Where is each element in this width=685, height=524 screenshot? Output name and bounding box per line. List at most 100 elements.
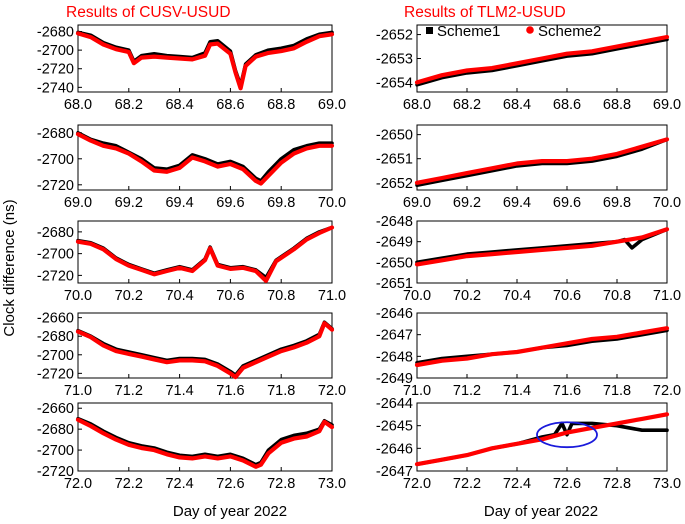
x-tick-label: 70.0 <box>653 195 681 211</box>
y-tick-label: -2648 <box>376 214 413 230</box>
series-line-scheme2 <box>75 321 335 380</box>
y-tick-label: -2650 <box>376 255 413 271</box>
y-tick-label: -2720 <box>37 464 74 480</box>
title-cusv: Results of CUSV-USUD <box>66 4 231 21</box>
x-tick-label: 72.2 <box>453 476 481 492</box>
y-tick-label: -2680 <box>37 329 74 345</box>
panel-2: 68.0 68.2 68.4 68.6 68.8 69.0 -2652 -2653 -2654 <box>376 24 681 113</box>
x-tick-label: 72.6 <box>216 476 244 492</box>
x-tick-label: 68.2 <box>453 97 481 113</box>
x-tick-label: 68.8 <box>603 97 631 113</box>
series-line-scheme1 <box>76 131 334 183</box>
x-tick-label: 73.0 <box>318 476 346 492</box>
panel-frame <box>416 220 668 284</box>
legend-marker-scheme2 <box>526 26 534 34</box>
series-line-scheme1 <box>415 137 669 187</box>
y-tick-label: -2680 <box>37 422 74 438</box>
panel-4: 69.0 69.2 69.4 69.6 69.8 70.0 -2650 -2651 -2652 <box>376 124 681 211</box>
x-tick-label: 69.0 <box>653 97 681 113</box>
panels-group: 68.0 68.2 68.4 68.6 68.8 69.0 -2680 -2700 -2720 -… <box>37 24 681 492</box>
x-tick-label: 72.0 <box>318 383 346 399</box>
x-tick-label: 70.2 <box>453 288 481 304</box>
y-tick-label: -2647 <box>376 328 413 344</box>
panel-5: 70.0 70.2 70.4 70.6 70.8 71.0 -2680 -2700 -2720 <box>37 220 346 304</box>
x-tick-label: 70.4 <box>503 288 531 304</box>
y-tick-label: -2700 <box>37 43 74 59</box>
x-tick-label: 69.0 <box>403 195 431 211</box>
series-line-scheme2 <box>75 225 335 283</box>
series-line-scheme1 <box>76 30 334 88</box>
x-axis-title-right: Day of year 2022 <box>484 503 598 520</box>
x-tick-label: 69.0 <box>64 195 92 211</box>
x-axis-title-left: Day of year 2022 <box>173 503 287 520</box>
y-tick-label: -2660 <box>37 311 74 327</box>
title-tlm2: Results of TLM2-USUD <box>404 4 566 21</box>
y-tick-label: -2700 <box>37 152 74 168</box>
x-tick-label: 69.4 <box>503 195 531 211</box>
x-tick-label: 72.2 <box>115 476 143 492</box>
panel-8: 71.0 71.2 71.4 71.6 71.8 72.0 -2646 -2647 -2648 -… <box>376 306 681 399</box>
legend: Scheme1 Scheme2 <box>426 23 601 40</box>
series-line-scheme2 <box>414 227 670 267</box>
y-tick-label: -2700 <box>37 247 74 263</box>
x-tick-label: 71.2 <box>115 383 143 399</box>
x-tick-label: 73.0 <box>653 476 681 492</box>
x-tick-label: 72.8 <box>267 476 295 492</box>
x-tick-label: 69.6 <box>553 195 581 211</box>
x-tick-label: 71.2 <box>453 383 481 399</box>
y-tick-label: -2653 <box>376 52 413 68</box>
panel-frame <box>77 220 333 284</box>
x-tick-label: 70.0 <box>403 288 431 304</box>
x-tick-label: 72.0 <box>653 383 681 399</box>
x-tick-label: 71.4 <box>503 383 531 399</box>
x-tick-label: 72.4 <box>165 476 193 492</box>
panel-frame <box>416 402 668 472</box>
y-tick-label: -2740 <box>37 80 74 96</box>
x-tick-label: 71.0 <box>403 383 431 399</box>
legend-label-scheme1: Scheme1 <box>437 23 500 40</box>
y-tick-label: -2680 <box>37 25 74 41</box>
x-tick-label: 68.2 <box>115 97 143 113</box>
series-line-scheme2 <box>414 137 670 185</box>
panel-6: 70.0 70.2 70.4 70.6 70.8 71.0 -2648 -2649 -2650 -… <box>376 214 681 304</box>
legend-marker-scheme1 <box>426 27 433 34</box>
panel-frame <box>416 124 668 191</box>
y-tick-label: -2648 <box>376 349 413 365</box>
y-tick-label: -2651 <box>376 152 413 168</box>
panel-10: 72.0 72.2 72.4 72.6 72.8 73.0 -2644 -2645 -2646 -… <box>376 396 681 492</box>
y-tick-label: -2646 <box>376 306 413 322</box>
x-tick-label: 70.6 <box>553 288 581 304</box>
y-tick-label: -2650 <box>376 128 413 144</box>
x-tick-label: 71.6 <box>216 383 244 399</box>
y-tick-label: -2660 <box>37 401 74 417</box>
x-tick-label: 69.2 <box>115 195 143 211</box>
y-tick-label: -2649 <box>376 235 413 251</box>
y-tick-label: -2680 <box>37 225 74 241</box>
x-tick-label: 69.8 <box>603 195 631 211</box>
legend-label-scheme2: Scheme2 <box>538 23 601 40</box>
series-line-scheme2 <box>414 326 670 368</box>
y-tick-label: -2647 <box>376 464 413 480</box>
y-tick-label: -2645 <box>376 419 413 435</box>
x-tick-label: 71.0 <box>318 288 346 304</box>
series-line-scheme1 <box>415 37 669 87</box>
x-tick-label: 69.8 <box>267 195 295 211</box>
y-tick-label: -2720 <box>37 178 74 194</box>
x-tick-label: 69.0 <box>318 97 346 113</box>
x-tick-label: 70.0 <box>64 288 92 304</box>
y-tick-label: -2654 <box>376 75 413 91</box>
series-line-scheme2 <box>414 34 670 85</box>
x-tick-label: 68.6 <box>553 97 581 113</box>
x-tick-label: 71.0 <box>653 288 681 304</box>
panel-frame <box>77 312 333 379</box>
x-tick-label: 68.0 <box>64 97 92 113</box>
x-tick-label: 71.6 <box>553 383 581 399</box>
x-tick-label: 69.6 <box>216 195 244 211</box>
series-line-scheme1 <box>76 225 334 280</box>
x-tick-label: 70.8 <box>603 288 631 304</box>
x-tick-label: 71.8 <box>603 383 631 399</box>
panel-frame <box>77 124 333 191</box>
y-tick-label: -2700 <box>37 443 74 459</box>
x-tick-label: 72.6 <box>553 476 581 492</box>
x-tick-label: 68.6 <box>216 97 244 113</box>
